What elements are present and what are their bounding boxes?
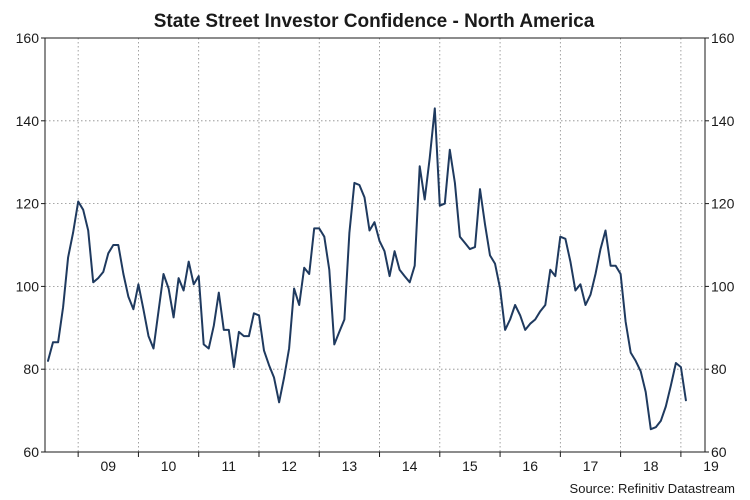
y-tick-label-right: 60 — [711, 444, 727, 460]
x-tick-label: 17 — [583, 458, 599, 474]
x-tick-label: 12 — [281, 458, 297, 474]
x-tick-label: 19 — [703, 458, 719, 474]
x-tick-label: 16 — [522, 458, 538, 474]
y-tick-label-left: 60 — [23, 444, 39, 460]
x-tick-label: 11 — [222, 458, 237, 474]
gridlines — [45, 38, 705, 452]
source-note: Source: Refinitiv Datastream — [570, 481, 735, 496]
x-tick-label: 09 — [100, 458, 116, 474]
x-tick-label: 13 — [342, 458, 358, 474]
x-tick-label: 14 — [402, 458, 418, 474]
y-tick-label-left: 100 — [16, 278, 40, 294]
chart-title: State Street Investor Confidence - North… — [154, 11, 595, 32]
x-tick-label: 10 — [161, 458, 177, 474]
y-tick-label-left: 80 — [23, 361, 39, 377]
y-tick-label-right: 120 — [711, 196, 735, 212]
series-line — [47, 107, 687, 431]
y-tick-label-left: 140 — [16, 113, 40, 129]
y-tick-label-right: 100 — [711, 278, 735, 294]
y-tick-label-right: 140 — [711, 113, 735, 129]
x-tick-label: 15 — [462, 458, 478, 474]
plot-frame — [44, 37, 706, 453]
series — [47, 107, 687, 431]
y-tick-label-right: 160 — [711, 30, 735, 46]
y-tick-label-left: 120 — [16, 196, 40, 212]
y-tick-label-left: 160 — [16, 30, 40, 46]
y-tick-label-right: 80 — [711, 361, 727, 377]
axes: 60 60 80 80 100 100 120 120 140 140 160 160 09 10 11 12… — [16, 30, 735, 474]
x-tick-label: 18 — [643, 458, 659, 474]
